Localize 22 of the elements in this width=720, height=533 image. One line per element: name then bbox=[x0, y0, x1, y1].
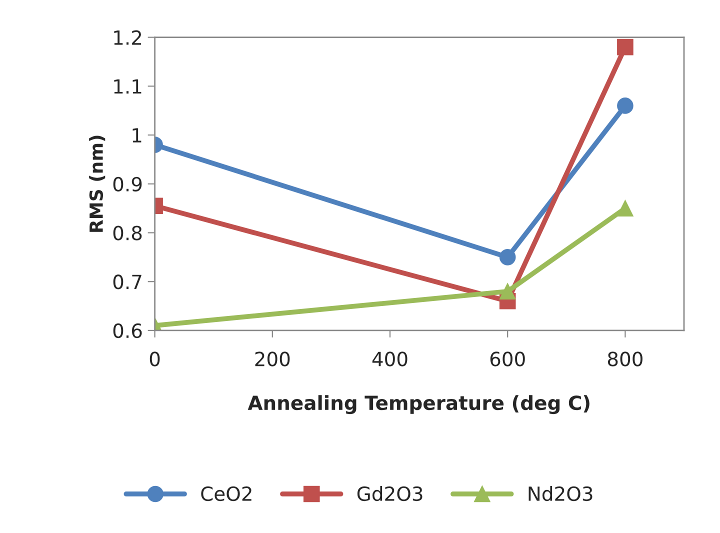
y-tick-label: 0.9 bbox=[113, 176, 142, 192]
x-tick-label: 0 bbox=[150, 352, 160, 366]
legend-label: Nd2O3 bbox=[528, 486, 592, 502]
point bbox=[617, 38, 634, 56]
x-tick-label: 200 bbox=[255, 352, 290, 366]
y-tick-label: 1.1 bbox=[114, 79, 142, 94]
x-axis-title: Annealing Temperature (deg C) bbox=[248, 395, 590, 414]
y-tick-label: 0.8 bbox=[113, 226, 142, 240]
y-tick-label: 1 bbox=[132, 128, 142, 142]
point bbox=[499, 249, 516, 266]
legend-label: CeO2 bbox=[201, 486, 252, 502]
point bbox=[617, 200, 634, 216]
x-tick-label: 400 bbox=[372, 352, 408, 366]
y-tick-label: 0.7 bbox=[113, 274, 142, 290]
point bbox=[617, 98, 634, 114]
point bbox=[499, 283, 516, 300]
x-tick-label: 800 bbox=[608, 352, 642, 366]
x-tick-label: 600 bbox=[490, 352, 525, 366]
y-axis-title: RMS (nm) bbox=[89, 136, 106, 232]
y-tick-label: 0.6 bbox=[113, 323, 142, 338]
y-tick-label: 1.2 bbox=[114, 30, 142, 45]
legend-label: Gd2O3 bbox=[357, 486, 422, 502]
